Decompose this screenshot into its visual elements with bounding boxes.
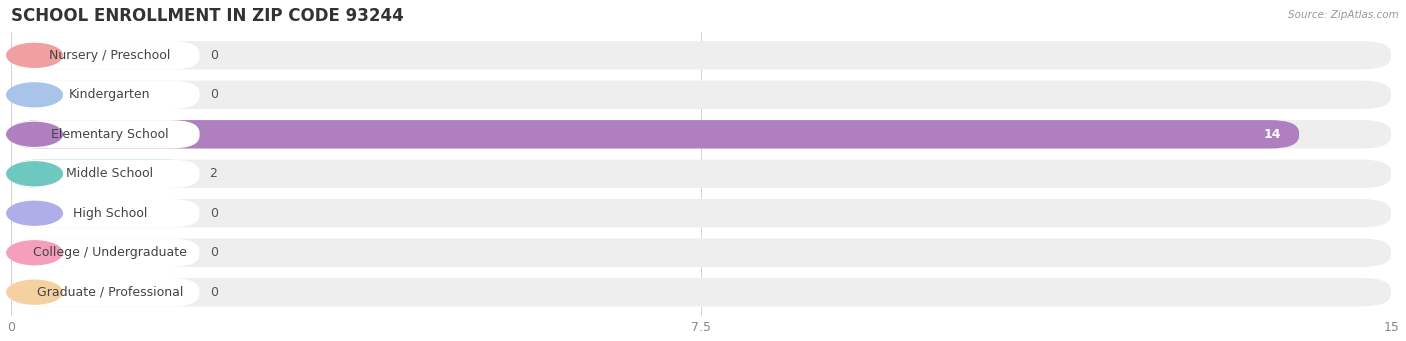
FancyBboxPatch shape	[11, 238, 200, 267]
FancyBboxPatch shape	[11, 199, 1391, 227]
FancyBboxPatch shape	[11, 160, 1391, 188]
FancyBboxPatch shape	[11, 278, 200, 307]
Text: 2: 2	[208, 167, 217, 180]
Text: Kindergarten: Kindergarten	[69, 88, 150, 101]
Text: Nursery / Preschool: Nursery / Preschool	[49, 49, 170, 62]
Text: 14: 14	[1263, 128, 1281, 141]
FancyBboxPatch shape	[11, 160, 200, 188]
FancyBboxPatch shape	[11, 80, 200, 109]
Circle shape	[7, 241, 62, 265]
Text: 0: 0	[211, 246, 218, 259]
FancyBboxPatch shape	[11, 120, 1391, 149]
Text: College / Undergraduate: College / Undergraduate	[32, 246, 187, 259]
Circle shape	[7, 280, 62, 304]
Text: Graduate / Professional: Graduate / Professional	[37, 286, 183, 299]
FancyBboxPatch shape	[11, 120, 1299, 149]
Text: 0: 0	[211, 207, 218, 220]
FancyBboxPatch shape	[11, 278, 1391, 307]
Circle shape	[7, 162, 62, 186]
FancyBboxPatch shape	[11, 41, 1391, 70]
FancyBboxPatch shape	[11, 41, 200, 70]
Text: Source: ZipAtlas.com: Source: ZipAtlas.com	[1288, 10, 1399, 20]
Circle shape	[7, 201, 62, 225]
Text: SCHOOL ENROLLMENT IN ZIP CODE 93244: SCHOOL ENROLLMENT IN ZIP CODE 93244	[11, 7, 404, 25]
FancyBboxPatch shape	[11, 80, 1391, 109]
Circle shape	[7, 83, 62, 107]
Text: 0: 0	[211, 286, 218, 299]
FancyBboxPatch shape	[11, 238, 1391, 267]
FancyBboxPatch shape	[11, 199, 200, 227]
Text: 0: 0	[211, 49, 218, 62]
Circle shape	[7, 122, 62, 146]
FancyBboxPatch shape	[11, 160, 195, 188]
Circle shape	[7, 43, 62, 67]
FancyBboxPatch shape	[11, 120, 200, 149]
Text: 0: 0	[211, 88, 218, 101]
Text: High School: High School	[73, 207, 148, 220]
Text: Elementary School: Elementary School	[51, 128, 169, 141]
Text: Middle School: Middle School	[66, 167, 153, 180]
